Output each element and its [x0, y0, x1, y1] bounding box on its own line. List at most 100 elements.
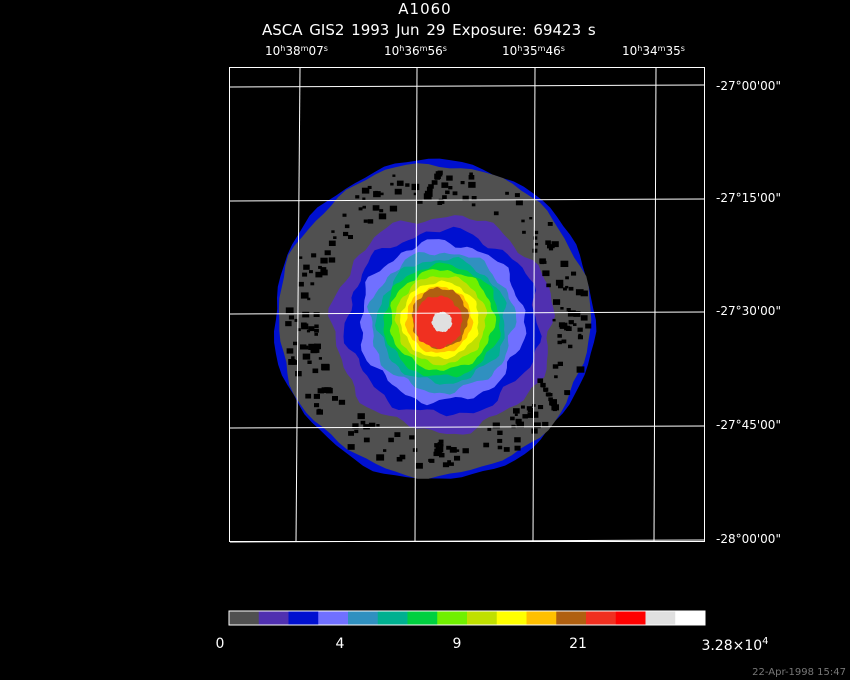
noise-speckle [452, 191, 458, 196]
noise-speckle [332, 396, 338, 401]
noise-speckle [576, 366, 585, 373]
noise-speckle [314, 324, 319, 328]
noise-speckle [307, 360, 312, 364]
noise-speckle [483, 442, 490, 448]
noise-speckle [378, 213, 387, 220]
noise-speckle [431, 180, 438, 185]
ra-grid-line [414, 67, 418, 543]
noise-speckle [514, 445, 521, 451]
colorbar [228, 610, 706, 626]
noise-speckle [376, 424, 380, 427]
noise-speckle [355, 195, 360, 199]
noise-speckle [574, 311, 578, 315]
noise-speckle [313, 393, 320, 399]
noise-speckle [438, 439, 444, 444]
colorbar-tick-label: 21 [569, 636, 587, 652]
noise-speckle [514, 193, 520, 198]
noise-speckle [557, 361, 563, 366]
noise-speckle [328, 257, 336, 263]
observation-subtitle: ASCA GIS2 1993 Jun 29 Exposure: 69423 s [262, 21, 596, 39]
noise-speckle [521, 219, 525, 223]
noise-speckle [447, 460, 451, 464]
noise-speckle [460, 181, 465, 185]
noise-speckle [580, 290, 588, 297]
noise-speckle [545, 240, 551, 245]
noise-speckle [551, 241, 559, 248]
noise-speckle [552, 318, 556, 322]
noise-speckle [409, 435, 415, 440]
noise-speckle [565, 285, 569, 289]
noise-speckle [533, 422, 541, 429]
noise-speckle [462, 195, 469, 201]
noise-speckle [568, 320, 574, 325]
ra-tick-label: 10h34m35s [622, 44, 685, 58]
noise-speckle [437, 201, 443, 205]
noise-speckle [308, 343, 317, 350]
noise-speckle [550, 402, 555, 406]
noise-speckle [333, 236, 337, 239]
noise-speckle [321, 364, 330, 371]
noise-speckle [449, 462, 454, 466]
noise-speckle [324, 250, 331, 256]
noise-speckle [344, 224, 350, 229]
noise-speckle [358, 207, 363, 211]
noise-speckle [535, 243, 539, 246]
noise-speckle [399, 454, 406, 460]
noise-speckle [361, 187, 370, 194]
colorbar-swatch [437, 611, 468, 625]
noise-speckle [388, 437, 394, 443]
noise-speckle [316, 409, 323, 415]
noise-speckle [542, 421, 549, 427]
noise-speckle [548, 393, 553, 397]
noise-speckle [368, 422, 376, 428]
noise-speckle [362, 205, 366, 209]
colorbar-swatch [229, 611, 260, 625]
colorbar-swatch [496, 611, 527, 625]
noise-speckle [493, 211, 499, 216]
noise-speckle [568, 344, 573, 349]
colorbar-outline [228, 610, 706, 626]
noise-speckle [579, 290, 584, 294]
noise-speckle [310, 282, 315, 286]
noise-speckle [442, 195, 447, 199]
noise-speckle [529, 217, 533, 220]
noise-speckle [439, 453, 445, 458]
noise-speckle [554, 375, 558, 379]
colorbar-swatch [615, 611, 646, 625]
noise-speckle [516, 421, 524, 428]
noise-speckle [302, 272, 308, 277]
noise-speckle [373, 191, 381, 198]
image-frame [229, 67, 705, 542]
noise-speckle [561, 339, 567, 344]
noise-speckle [456, 449, 460, 452]
noise-speckle [331, 230, 335, 233]
noise-speckle [314, 403, 320, 408]
noise-speckle [348, 431, 354, 436]
noise-speckle [566, 326, 572, 331]
dec-tick-label: -27°15'00" [716, 191, 781, 205]
ra-grid-line [653, 67, 657, 543]
noise-speckle [544, 389, 548, 392]
noise-speckle [383, 449, 387, 452]
colorbar-tick-label: 9 [452, 636, 462, 652]
noise-speckle [354, 429, 359, 434]
noise-speckle [522, 414, 528, 419]
noise-speckle [428, 184, 434, 189]
noise-speckle [415, 462, 423, 469]
noise-speckle [514, 437, 521, 443]
noise-speckle [471, 196, 477, 200]
noise-speckle [309, 270, 313, 274]
noise-speckle [392, 174, 396, 177]
noise-speckle [531, 428, 538, 434]
noise-speckle [573, 323, 577, 326]
noise-speckle [426, 186, 433, 192]
noise-speckle [566, 308, 571, 312]
noise-speckle [541, 384, 545, 388]
noise-speckle [338, 399, 346, 405]
colorbar-tick-label: 4 [335, 636, 345, 652]
noise-speckle [363, 437, 370, 443]
noise-speckle [298, 281, 304, 287]
noise-speckle [367, 185, 372, 189]
noise-speckle [441, 182, 449, 188]
noise-speckle [497, 438, 503, 443]
